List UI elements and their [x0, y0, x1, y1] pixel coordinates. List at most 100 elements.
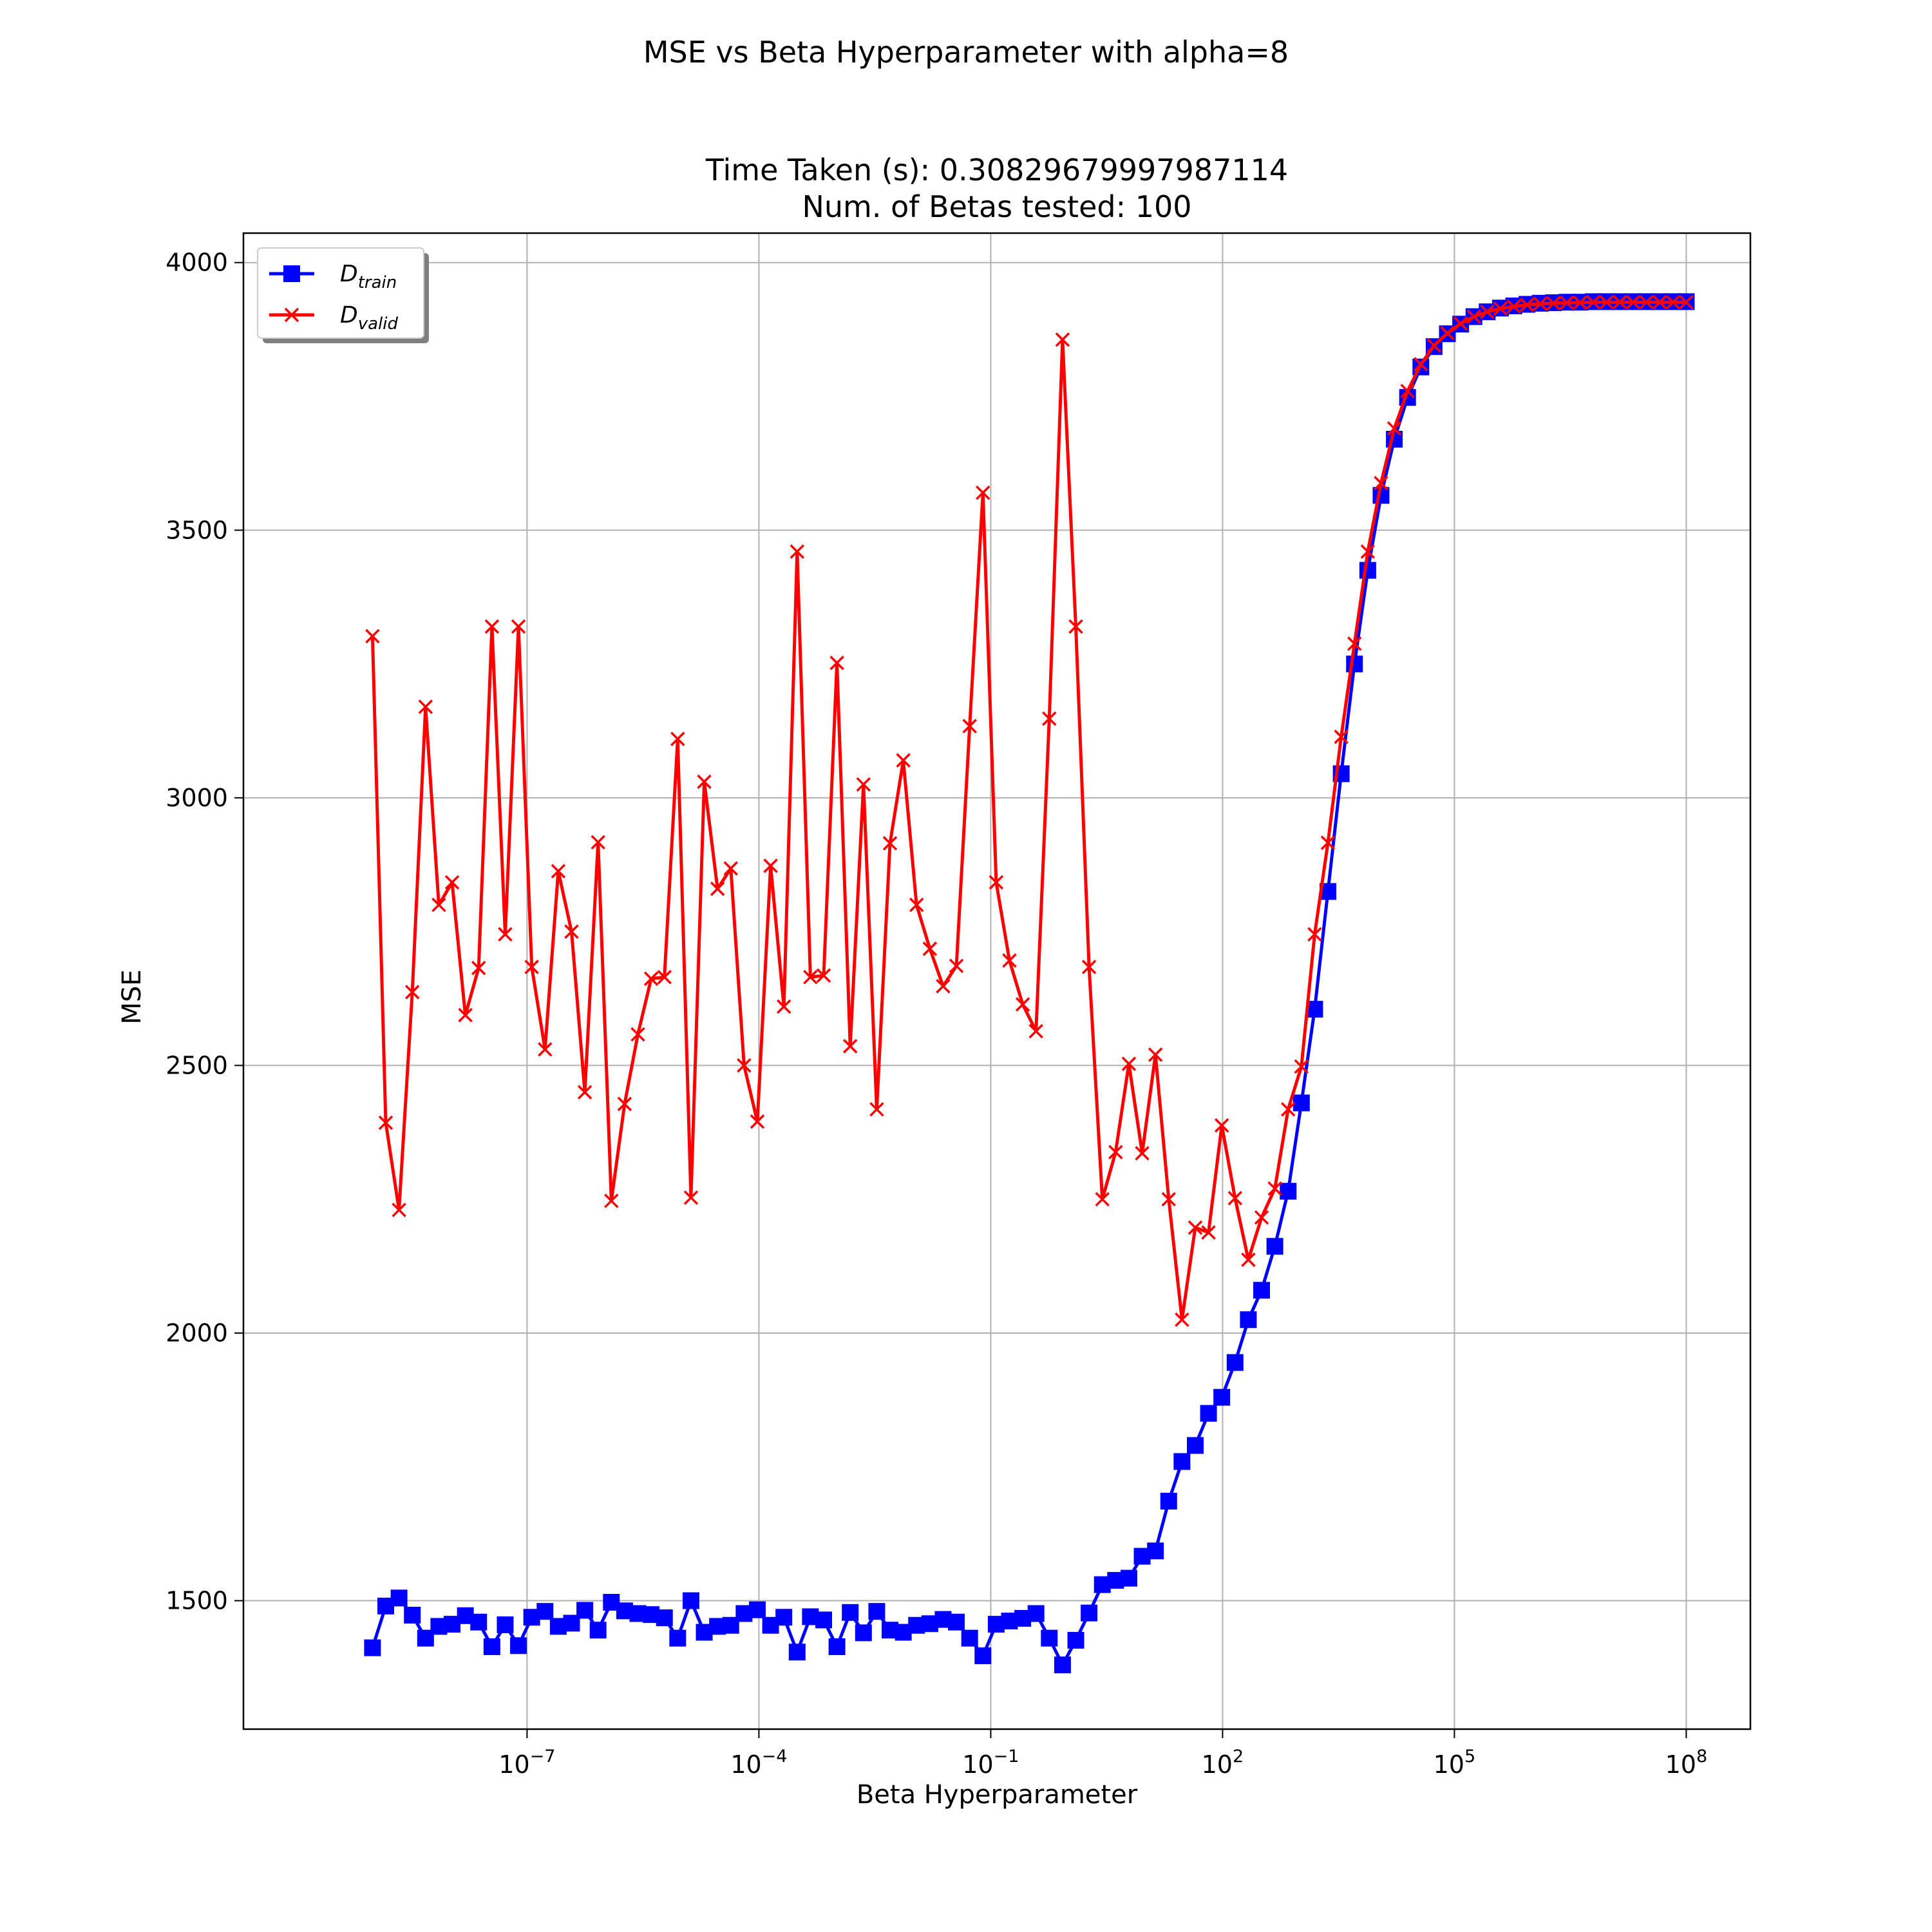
- valid-point-stroke: [1453, 316, 1468, 331]
- valid-point-stroke: [976, 485, 990, 500]
- train-point: [842, 1604, 859, 1621]
- y-tick-label: 2500: [166, 1051, 228, 1079]
- x-axis-label: Beta Hyperparameter: [857, 1780, 1138, 1810]
- valid-point-stroke: [498, 927, 513, 942]
- valid-point-stroke: [697, 774, 712, 790]
- valid-point-stroke: [816, 968, 831, 983]
- valid-point-stroke: [1493, 301, 1508, 316]
- valid-point-stroke: [617, 1097, 632, 1112]
- valid-point: [1360, 544, 1376, 559]
- train-point: [948, 1613, 965, 1631]
- train-point: [1346, 656, 1363, 673]
- axes-title-line-2: Num. of Betas tested: 100: [802, 189, 1191, 224]
- valid-point-stroke: [1068, 619, 1083, 634]
- valid-point-stroke: [630, 1027, 645, 1042]
- valid-point-stroke: [1002, 953, 1017, 968]
- valid-point-stroke: [1400, 383, 1415, 399]
- valid-point: [365, 629, 380, 644]
- valid-point: [643, 971, 659, 986]
- train-point: [656, 1609, 673, 1627]
- train-point: [497, 1616, 514, 1633]
- valid-point-stroke: [1639, 294, 1654, 310]
- valid-point-stroke: [431, 897, 446, 913]
- valid-point: [378, 1115, 393, 1130]
- series-layer: [364, 293, 1695, 1674]
- y-tick-label: 4000: [166, 249, 228, 277]
- x-axis-ticks: 10−7 10−4 10−1 102 105 108: [498, 1729, 1707, 1779]
- train-point: [483, 1638, 500, 1656]
- valid-point: [431, 897, 446, 913]
- valid-point-stroke: [1161, 1191, 1177, 1207]
- valid-point-stroke: [524, 960, 539, 974]
- train-point: [470, 1613, 488, 1631]
- valid-point: [803, 970, 818, 985]
- train-point: [1359, 562, 1376, 579]
- valid-point: [524, 960, 539, 974]
- valid-point-stroke: [1586, 294, 1601, 310]
- valid-point-stroke: [365, 629, 380, 644]
- valid-point-stroke: [1307, 927, 1322, 942]
- valid-point-stroke: [511, 619, 526, 634]
- valid-point-stroke: [1294, 1059, 1309, 1074]
- x-tick-label-base: 10: [498, 1750, 529, 1779]
- valid-point: [1559, 295, 1575, 310]
- valid-point-stroke: [1347, 636, 1362, 651]
- valid-point: [710, 881, 725, 896]
- legend-label-subscript: valid: [358, 314, 399, 334]
- valid-point-stroke: [418, 699, 433, 714]
- valid-point-stroke: [1214, 1118, 1229, 1133]
- valid-point: [577, 1084, 592, 1100]
- y-tick-label: 2000: [166, 1319, 228, 1347]
- valid-point: [949, 958, 964, 974]
- x-tick-label-exponent: 5: [1464, 1747, 1475, 1766]
- valid-point: [1440, 326, 1455, 341]
- valid-point: [392, 1202, 406, 1218]
- train-point: [1173, 1453, 1191, 1470]
- valid-point-stroke: [1015, 997, 1030, 1012]
- valid-point-stroke: [1665, 294, 1681, 310]
- valid-point: [882, 836, 898, 851]
- valid-point-stroke: [1055, 332, 1070, 347]
- valid-point-stroke: [1466, 309, 1481, 324]
- valid-point: [922, 941, 938, 956]
- valid-point-stroke: [1480, 304, 1495, 319]
- valid-point: [1227, 1191, 1243, 1206]
- valid-point: [511, 619, 526, 634]
- y-tick-label: 1500: [166, 1587, 228, 1615]
- train-point: [775, 1609, 793, 1626]
- valid-point-stroke: [1028, 1023, 1043, 1039]
- x-tick-label: 102: [1202, 1747, 1244, 1779]
- valid-point-stroke: [962, 719, 977, 734]
- y-tick-label: 3000: [166, 784, 228, 812]
- valid-point-stroke: [1559, 295, 1575, 310]
- valid-point: [1294, 1059, 1309, 1074]
- valid-point: [1599, 294, 1615, 310]
- valid-point-stroke: [1320, 835, 1336, 850]
- legend-item-valid: Dvalid: [269, 302, 399, 334]
- valid-point: [404, 985, 420, 999]
- valid-point: [418, 699, 433, 714]
- train-point: [1081, 1604, 1098, 1622]
- valid-point: [976, 485, 990, 500]
- valid-point: [458, 1008, 473, 1023]
- valid-point-stroke: [856, 777, 871, 792]
- valid-point: [750, 1114, 765, 1129]
- legend-label: Dvalid: [340, 302, 399, 334]
- valid-point-stroke: [1135, 1146, 1150, 1160]
- x-tick-label-exponent: −4: [762, 1747, 788, 1766]
- valid-point: [1665, 294, 1681, 310]
- valid-point-stroke: [1201, 1225, 1216, 1240]
- valid-point: [1201, 1225, 1216, 1240]
- train-point: [1280, 1182, 1297, 1200]
- valid-point: [1480, 304, 1495, 319]
- valid-point: [1280, 1102, 1296, 1117]
- valid-point-stroke: [1599, 294, 1615, 310]
- valid-point-stroke: [1625, 294, 1641, 310]
- valid-point: [670, 732, 685, 746]
- x-tick-label-base: 10: [1202, 1750, 1233, 1779]
- valid-point-stroke: [949, 958, 964, 974]
- valid-point-stroke: [444, 875, 460, 890]
- valid-point: [1175, 1312, 1189, 1327]
- train-point: [682, 1592, 699, 1609]
- valid-point: [1214, 1118, 1229, 1133]
